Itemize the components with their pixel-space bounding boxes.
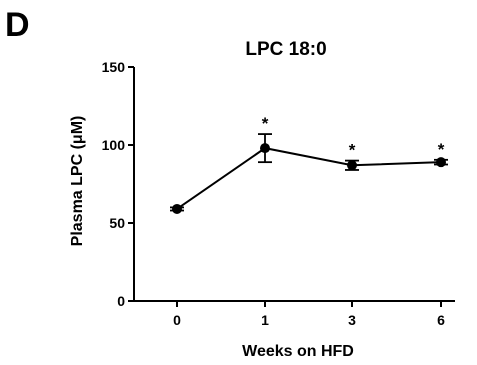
y-tick-label: 0 xyxy=(117,293,125,309)
data-point xyxy=(347,160,357,171)
y-tick-label: 100 xyxy=(102,137,126,153)
x-tick-label: 1 xyxy=(261,312,269,328)
significance-marker: * xyxy=(438,140,445,159)
data-line xyxy=(176,147,442,210)
x-axis-label: Weeks on HFD xyxy=(242,343,354,360)
x-axis: 0 1 3 6 xyxy=(134,300,455,328)
series-line: * * * xyxy=(170,114,448,214)
y-tick-label: 150 xyxy=(102,59,126,75)
x-tick-label: 3 xyxy=(348,312,356,328)
chart-title: LPC 18:0 xyxy=(245,39,326,60)
y-axis-label: Plasma LPC (μM) xyxy=(69,116,86,247)
significance-marker: * xyxy=(349,141,356,160)
y-axis: 0 50 100 150 xyxy=(102,59,135,309)
significance-marker: * xyxy=(262,114,269,133)
x-tick-label: 0 xyxy=(173,312,181,328)
data-point xyxy=(260,143,270,154)
x-tick-label: 6 xyxy=(437,312,445,328)
data-point xyxy=(172,203,182,214)
data-point xyxy=(436,157,446,168)
panel-label: D xyxy=(5,6,30,44)
y-tick-label: 50 xyxy=(109,215,125,231)
